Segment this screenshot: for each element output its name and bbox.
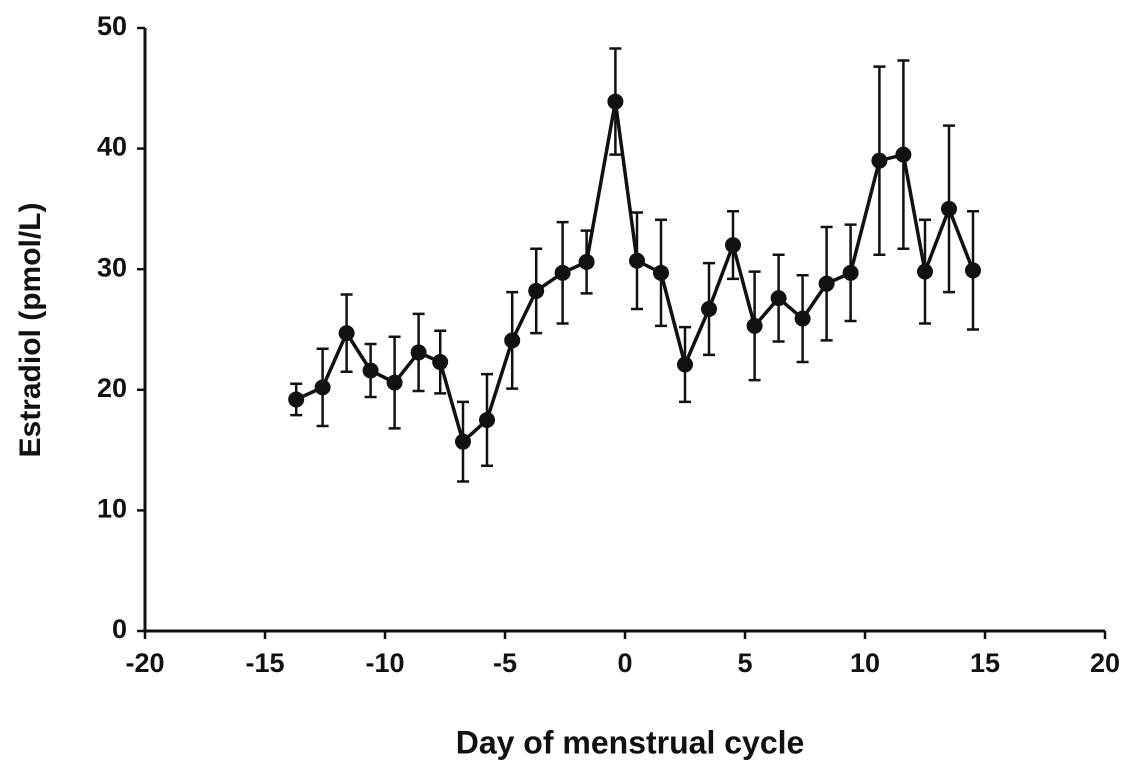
- data-point: [386, 374, 403, 391]
- data-point: [725, 237, 741, 254]
- data-point: [479, 411, 495, 428]
- y-tick-label: 40: [97, 132, 127, 162]
- data-point: [941, 200, 957, 217]
- data-point: [528, 282, 545, 299]
- data-point: [818, 275, 835, 292]
- data-point: [607, 93, 624, 110]
- x-tick-label: 15: [970, 648, 1000, 678]
- x-tick-label: 20: [1090, 648, 1120, 678]
- x-tick-label: -20: [125, 648, 164, 678]
- data-point: [653, 264, 669, 281]
- x-axis-label: Day of menstrual cycle: [456, 724, 805, 760]
- data-point: [746, 317, 763, 334]
- data-point: [770, 290, 787, 307]
- data-point: [794, 310, 811, 327]
- data-point: [362, 362, 379, 379]
- x-tick-label: 0: [617, 648, 632, 678]
- data-point: [504, 332, 521, 349]
- y-tick-label: 50: [97, 11, 127, 41]
- y-tick-label: 30: [97, 252, 127, 282]
- x-tick-label: 5: [737, 648, 752, 678]
- data-line: [295, 101, 975, 445]
- x-tick-label: -5: [493, 648, 517, 678]
- data-point: [314, 379, 331, 396]
- data-point: [410, 344, 427, 361]
- data-point: [842, 264, 859, 281]
- data-point: [629, 252, 645, 269]
- data-point: [432, 354, 449, 371]
- data-point: [578, 253, 595, 270]
- x-tick-label: -10: [365, 648, 404, 678]
- data-point: [455, 433, 471, 450]
- data-point: [338, 325, 355, 342]
- data-point: [677, 356, 693, 373]
- data-point: [965, 262, 981, 279]
- y-tick-label: 0: [112, 614, 127, 644]
- y-axis-label: Estradiol (pmol/L): [14, 203, 47, 458]
- y-tick-label: 10: [97, 494, 127, 524]
- data-point: [871, 152, 888, 169]
- x-tick-label: 10: [850, 648, 880, 678]
- data-point: [895, 146, 912, 163]
- y-tick-label: 20: [97, 373, 127, 403]
- data-point: [917, 263, 933, 280]
- data-point: [554, 264, 571, 281]
- data-point: [701, 300, 717, 317]
- data-point: [288, 391, 305, 408]
- x-tick-label: -15: [245, 648, 284, 678]
